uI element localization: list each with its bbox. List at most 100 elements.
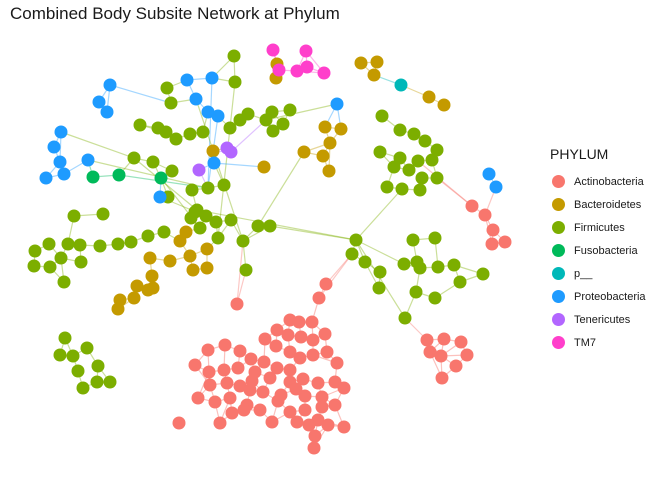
network-node [96, 207, 110, 221]
network-node [43, 260, 57, 274]
network-node [141, 229, 155, 243]
network-node [145, 269, 159, 283]
network-node [200, 242, 214, 256]
network-node [418, 134, 432, 148]
network-node [201, 343, 215, 357]
network-node [100, 105, 114, 119]
network-node [478, 208, 492, 222]
network-node [308, 429, 322, 443]
network-node [207, 156, 221, 170]
network-node [258, 332, 272, 346]
network-node [201, 105, 215, 119]
legend-dot [552, 198, 565, 211]
network-node [482, 167, 496, 181]
network-node [91, 359, 105, 373]
network-node [431, 260, 445, 274]
network-node [398, 311, 412, 325]
network-node [133, 118, 147, 132]
legend-key [550, 288, 567, 305]
network-node [274, 388, 288, 402]
network-node [230, 297, 244, 311]
network-node [321, 418, 335, 432]
network-edge [109, 84, 172, 104]
legend-dot [552, 244, 565, 257]
legend-item: Bacteroidetes [550, 193, 646, 216]
network-node [315, 400, 329, 414]
network-node [437, 98, 451, 112]
network-edge [257, 151, 305, 227]
network-node [220, 376, 234, 390]
network-node [270, 361, 284, 375]
network-node [337, 420, 351, 434]
network-node [413, 183, 427, 197]
network-node [218, 338, 232, 352]
legend-key [550, 265, 567, 282]
network-node [90, 375, 104, 389]
network-edge [133, 157, 198, 211]
network-edge [436, 177, 473, 207]
network-node [306, 348, 320, 362]
network-node [283, 405, 297, 419]
network-node [290, 415, 304, 429]
network-node [370, 55, 384, 69]
network-node [208, 395, 222, 409]
network-node [330, 356, 344, 370]
network-node [409, 285, 423, 299]
legend-item: Actinobacteria [550, 170, 646, 193]
network-node [211, 231, 225, 245]
network-node [276, 117, 290, 131]
network-node [209, 215, 223, 229]
network-node [73, 238, 87, 252]
network-node [39, 171, 53, 185]
network-node [245, 374, 259, 388]
network-node [294, 330, 308, 344]
legend-dot [552, 313, 565, 326]
network-node [237, 403, 251, 417]
network-node [173, 234, 187, 248]
network-node [66, 349, 80, 363]
network-node [265, 105, 279, 119]
network-node [266, 43, 280, 57]
network-node [298, 389, 312, 403]
legend-item: Tenericutes [550, 308, 646, 331]
network-node [449, 359, 463, 373]
network-node [367, 68, 381, 82]
legend-item: p__ [550, 262, 646, 285]
network-node [319, 277, 333, 291]
legend-label: p__ [574, 267, 593, 280]
network-node [233, 344, 247, 358]
legend-dot [552, 290, 565, 303]
legend-label: Actinobacteria [574, 175, 644, 188]
network-node [153, 190, 167, 204]
legend-label: Bacteroidetes [574, 198, 642, 211]
network-node [454, 335, 468, 349]
network-node [292, 315, 306, 329]
network-node [42, 237, 56, 251]
network-node [200, 261, 214, 275]
legend-label: Proteobacteria [574, 290, 646, 303]
legend: PHYLUM Actinobacteria Bacteroidetes Firmic… [550, 146, 646, 354]
legend-key [550, 196, 567, 213]
network-node [183, 127, 197, 141]
network-node [193, 221, 207, 235]
network-node [293, 351, 307, 365]
network-node [486, 223, 500, 237]
network-node [244, 352, 258, 366]
network-node [334, 122, 348, 136]
network-node [266, 124, 280, 138]
network-node [239, 263, 253, 277]
legend-label: TM7 [574, 336, 596, 349]
network-node [111, 302, 125, 316]
network-node [159, 125, 173, 139]
network-node [307, 441, 321, 455]
network-node [358, 255, 372, 269]
legend-label: Firmicutes [574, 221, 625, 234]
network-node [387, 160, 401, 174]
network-node [183, 249, 197, 263]
legend-key [550, 173, 567, 190]
network-edge [60, 131, 135, 159]
network-node [76, 381, 90, 395]
network-node [263, 219, 277, 233]
network-node [402, 163, 416, 177]
